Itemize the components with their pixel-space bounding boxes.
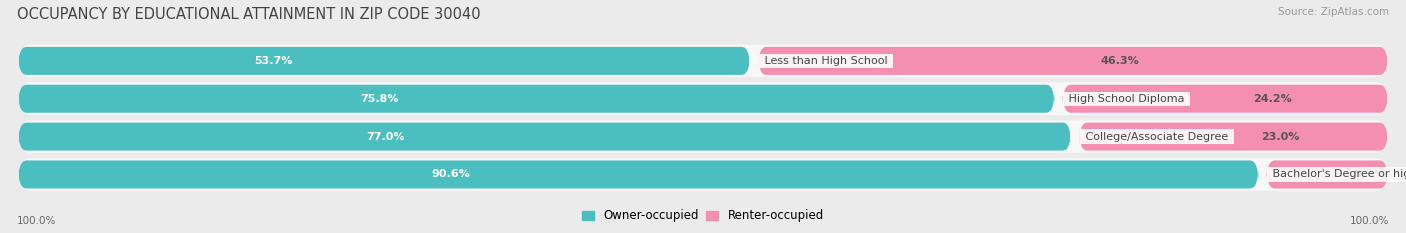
Text: 46.3%: 46.3%: [1101, 56, 1139, 66]
Text: Bachelor's Degree or higher: Bachelor's Degree or higher: [1270, 169, 1406, 179]
Text: 100.0%: 100.0%: [1350, 216, 1389, 226]
Text: 75.8%: 75.8%: [360, 94, 399, 104]
FancyBboxPatch shape: [18, 82, 1388, 115]
FancyBboxPatch shape: [18, 123, 1071, 151]
Text: 77.0%: 77.0%: [366, 132, 405, 142]
Text: 53.7%: 53.7%: [254, 56, 292, 66]
Text: Source: ZipAtlas.com: Source: ZipAtlas.com: [1278, 7, 1389, 17]
Text: Less than High School: Less than High School: [761, 56, 891, 66]
FancyBboxPatch shape: [18, 47, 749, 75]
Text: 23.0%: 23.0%: [1261, 132, 1299, 142]
Text: High School Diploma: High School Diploma: [1066, 94, 1188, 104]
FancyBboxPatch shape: [18, 161, 1258, 188]
FancyBboxPatch shape: [758, 47, 1388, 75]
FancyBboxPatch shape: [1063, 85, 1388, 113]
FancyBboxPatch shape: [18, 85, 1054, 113]
FancyBboxPatch shape: [18, 45, 1388, 77]
Text: OCCUPANCY BY EDUCATIONAL ATTAINMENT IN ZIP CODE 30040: OCCUPANCY BY EDUCATIONAL ATTAINMENT IN Z…: [17, 7, 481, 22]
Text: 90.6%: 90.6%: [432, 169, 471, 179]
Legend: Owner-occupied, Renter-occupied: Owner-occupied, Renter-occupied: [578, 205, 828, 227]
Text: 100.0%: 100.0%: [17, 216, 56, 226]
Text: College/Associate Degree: College/Associate Degree: [1083, 132, 1232, 142]
Text: 9.4%: 9.4%: [1355, 169, 1386, 179]
FancyBboxPatch shape: [18, 120, 1388, 153]
FancyBboxPatch shape: [1267, 161, 1388, 188]
Text: 24.2%: 24.2%: [1253, 94, 1292, 104]
FancyBboxPatch shape: [18, 158, 1388, 191]
FancyBboxPatch shape: [1078, 123, 1388, 151]
